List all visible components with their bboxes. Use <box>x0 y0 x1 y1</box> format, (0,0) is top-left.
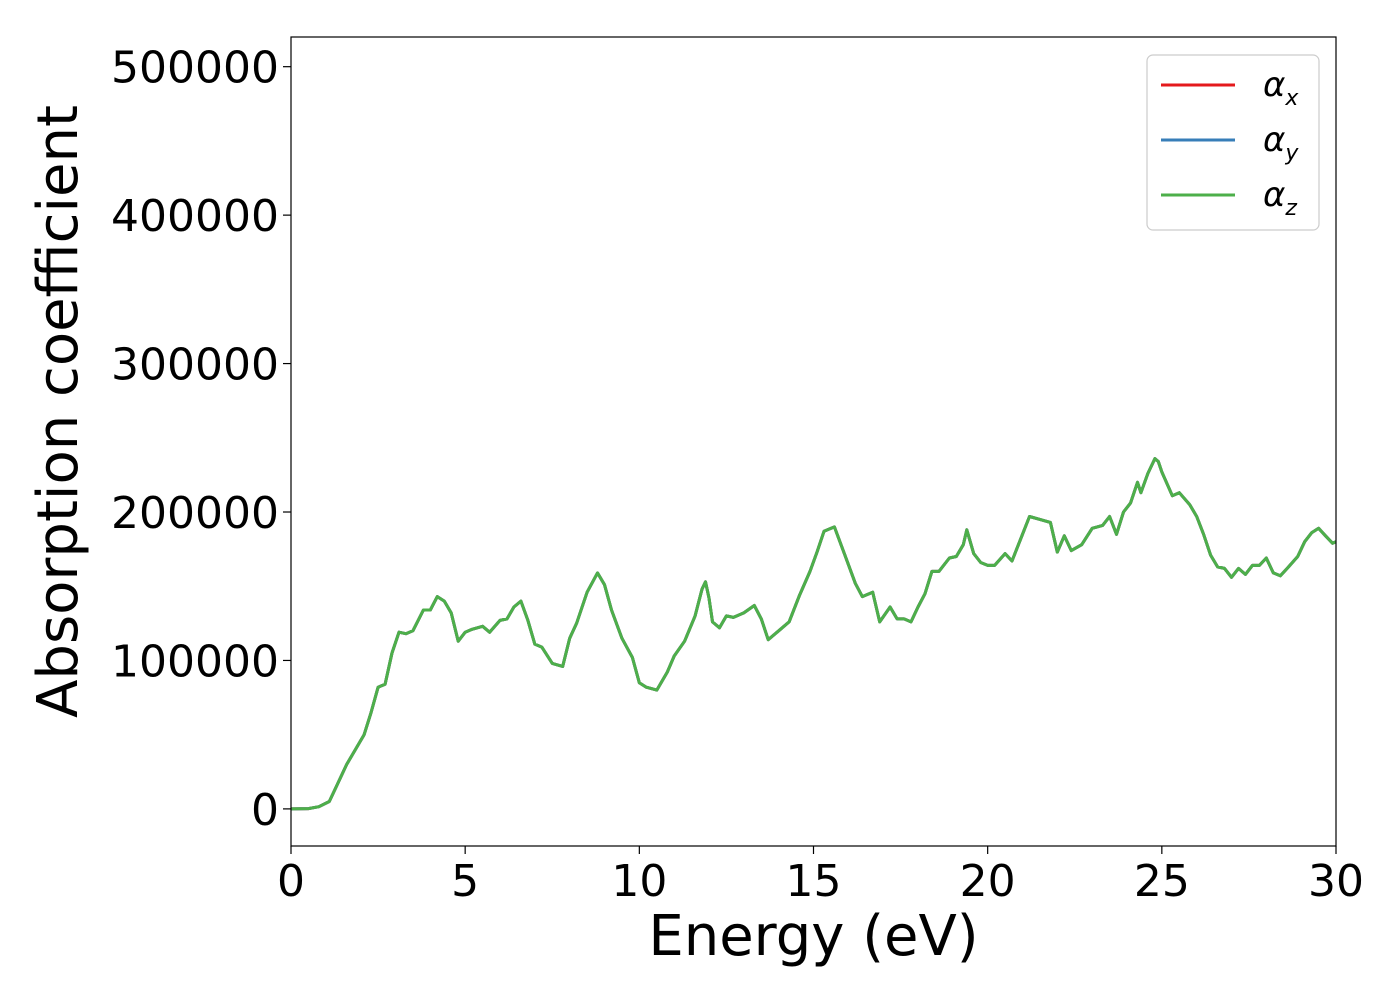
legend-label-y: αy <box>1263 120 1299 166</box>
y-tick-label: 400000 <box>111 191 279 242</box>
x-tick-label: 5 <box>451 856 479 907</box>
x-tick-label: 15 <box>786 856 842 907</box>
x-tick-label: 30 <box>1308 856 1364 907</box>
series-layer <box>291 457 1336 811</box>
legend-box <box>1146 54 1320 231</box>
y-tick-label: 0 <box>251 785 279 836</box>
y-axis-label: Absorption coefficient <box>26 105 91 718</box>
y-tick-label: 300000 <box>111 340 279 391</box>
y-tick-label: 500000 <box>111 43 279 94</box>
x-tick-label: 20 <box>960 856 1016 907</box>
x-axis: 0 5 10 15 20 25 30 <box>277 846 1364 907</box>
x-tick-label: 0 <box>277 856 305 907</box>
x-tick-label: 25 <box>1134 856 1190 907</box>
x-tick-label: 10 <box>611 856 667 907</box>
x-axis-label: Energy (eV) <box>648 904 978 969</box>
series-line-z <box>291 457 1336 811</box>
legend-label-subscript: x <box>1284 86 1299 111</box>
y-axis: 0 100000 200000 300000 400000 500000 <box>111 43 291 836</box>
series-line-y <box>291 457 1336 811</box>
legend-label-subscript: y <box>1284 141 1299 166</box>
y-tick-label: 200000 <box>111 488 279 539</box>
legend-label-subscript: z <box>1284 196 1297 221</box>
y-tick-label: 100000 <box>111 636 279 687</box>
legend-label-symbol: α <box>1263 120 1285 160</box>
legend-label-symbol: α <box>1263 65 1285 105</box>
legend-label-x: αx <box>1263 65 1299 111</box>
legend-label-z: αz <box>1263 175 1297 221</box>
series-line-x <box>291 457 1336 811</box>
legend-label-symbol: α <box>1263 175 1285 215</box>
